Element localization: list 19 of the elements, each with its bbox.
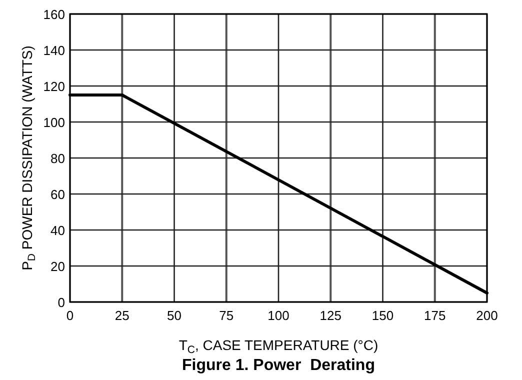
y-tick-label: 0 [58, 295, 65, 310]
text: Figure 1. Power Derating [182, 357, 375, 374]
y-tick-label: 60 [50, 187, 65, 202]
x-axis-title: T$_{C}$, CASE TEMPERATURE (°C) [178, 337, 378, 356]
x-tick-label: 100 [268, 308, 290, 323]
y-tick-label: 20 [50, 259, 65, 274]
x-tick-label: 50 [167, 308, 182, 323]
y-tick-label: 80 [50, 151, 65, 166]
x-tick-label: 75 [219, 308, 234, 323]
x-tick-label: 200 [476, 308, 498, 323]
x-tick-label: 25 [114, 308, 130, 323]
x-tick-label: 125 [320, 308, 342, 323]
y-tick-label: 100 [43, 115, 65, 130]
y-tick-label: 40 [50, 223, 65, 238]
y-tick-label: 140 [43, 43, 65, 58]
y-tick-label: 160 [43, 7, 65, 22]
x-tick-label: 175 [424, 308, 446, 323]
x-tick-label: 150 [372, 308, 394, 323]
y-tick-label: 120 [43, 79, 65, 94]
